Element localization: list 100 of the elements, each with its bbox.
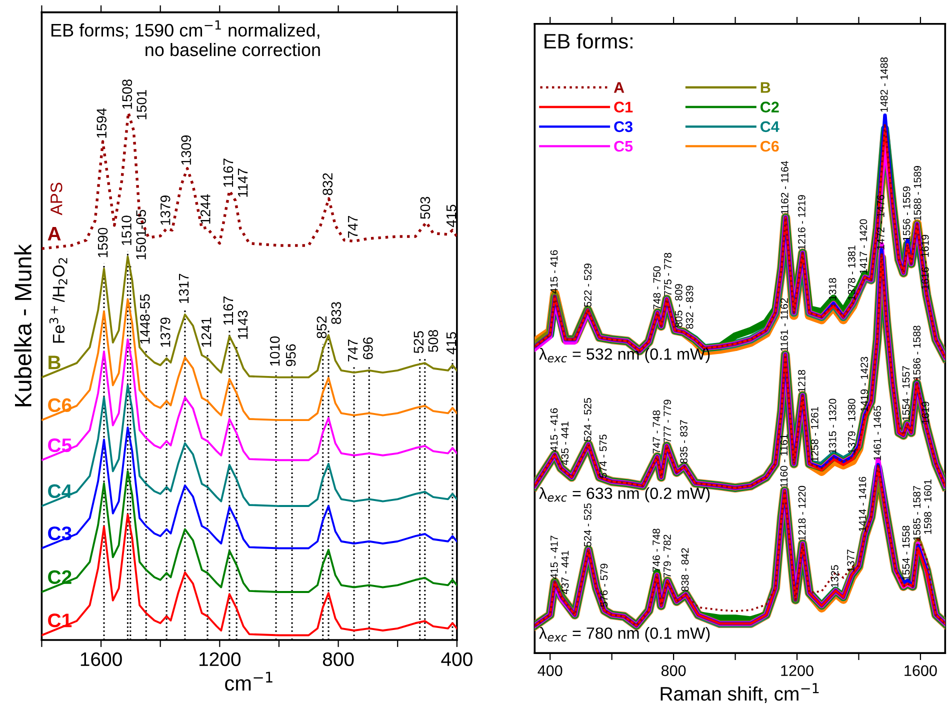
ref-line-label: 1317: [178, 274, 189, 303]
ref-line-label: 1143: [238, 310, 248, 339]
legend-label: C3: [614, 121, 633, 132]
x-axis-title: cm$^{−1}$: [225, 672, 272, 691]
annotation: 1554 - 1557: [902, 366, 910, 420]
annotation: 832 - 839: [686, 286, 694, 329]
annotation: 748 - 750: [653, 266, 661, 310]
annotation: 1377: [847, 550, 854, 572]
annotation: 1318: [828, 278, 836, 300]
annotation: 1472 - 1476: [876, 195, 884, 250]
annotation: 415 - 416: [550, 250, 558, 294]
annotation: 1417 - 1420: [860, 219, 868, 274]
ref-line-label: 833: [331, 302, 342, 324]
annotation: 415 - 417: [550, 536, 558, 580]
annotation: 1585 - 1587: [913, 486, 921, 540]
annotation: 1461 - 1465: [874, 406, 881, 460]
annotation: 777 - 779: [664, 400, 672, 443]
annotation: 524 - 525: [584, 503, 592, 547]
ref-line-label: 1448-55: [140, 294, 150, 344]
annotation: 1616 - 1619: [921, 234, 929, 290]
annotation: 1419 - 1423: [860, 356, 868, 412]
annotation: 1619: [922, 402, 930, 424]
x-tick-label: 1600: [80, 652, 122, 666]
x-tick-label: 400: [538, 665, 562, 676]
ref-line-label: 747: [348, 340, 358, 362]
annotation: 746 - 748: [652, 528, 660, 572]
x-axis-title: Raman shift, cm$^{−1}$: [660, 683, 819, 703]
ref-line-label: 1590: [98, 228, 108, 258]
ref-line-label: 508: [428, 330, 438, 352]
series-label: A: [48, 227, 61, 240]
annotation: 524 - 525: [584, 398, 592, 442]
annotation: λ$_{exc}$ = 633 nm (0.2 mW): [539, 487, 710, 502]
annotation: 832: [322, 173, 333, 196]
legend-label: C1: [614, 102, 633, 112]
ref-line-label: 852: [316, 316, 327, 338]
annotation: 1482 - 1488: [880, 57, 888, 112]
annotation: 1594: [96, 108, 107, 138]
annotation: 1216 - 1219: [798, 195, 806, 250]
legend-label: C4: [760, 121, 780, 132]
ref-line-label: 1501-05: [136, 210, 146, 260]
annotation: 1218: [798, 370, 806, 392]
x-tick-label: 400: [441, 652, 472, 666]
chart-title: EB forms; 1590 cm$^{−1}$ normalized, no baseline correction: [52, 20, 320, 56]
ref-line-label: 1379: [160, 318, 170, 347]
annotation: 1508: [122, 79, 132, 109]
annotation: 747 - 748: [652, 410, 660, 454]
annotation: 1586 - 1588: [913, 326, 921, 380]
ref-line-label: 1510: [122, 216, 132, 245]
annotation: 1218 - 1220: [798, 486, 806, 540]
annotation: 747: [348, 216, 358, 238]
annotation: 1162 - 1164: [781, 160, 788, 214]
annotation: λ$_{exc}$ = 532 nm (0.1 mW): [539, 348, 710, 363]
ref-line-label: 956: [286, 344, 296, 366]
annotation: 415: [446, 204, 456, 228]
annotation: 1244: [200, 194, 210, 224]
annotation: 1258 - 1261: [810, 406, 818, 462]
annotation: 435 - 441: [561, 422, 569, 466]
ref-line-label: 1010: [270, 336, 280, 366]
annotation: 1160 - 1161: [780, 434, 788, 488]
annotation: Fe$^{3+}$/H$_{2}$O$_{2}$: [49, 258, 68, 343]
annotation: 576 - 579: [600, 564, 608, 607]
annotation: 522 - 529: [584, 264, 592, 307]
legend-label: C6: [760, 140, 779, 152]
series-label: B: [48, 356, 60, 370]
chart-title: EB forms:: [544, 33, 632, 49]
annotation: 1379: [160, 196, 170, 225]
x-tick-label: 1200: [781, 665, 814, 676]
x-tick-label: 800: [322, 652, 354, 666]
annotation: 503: [420, 196, 430, 219]
legend-label: A: [614, 82, 624, 93]
ref-line-label: 415: [446, 332, 456, 354]
annotation: 1501: [136, 90, 147, 120]
annotation: 1414 - 1416: [858, 476, 866, 532]
annotation: 1325: [831, 565, 838, 588]
annotation: 805 - 809: [674, 284, 682, 328]
ref-line-label: 1241: [201, 318, 212, 347]
annotation: 1161 - 1162: [780, 298, 788, 352]
ref-line-label: 1167: [223, 296, 234, 325]
annotation: 775 - 778: [664, 252, 672, 296]
annotation: 1556 - 1559: [902, 186, 910, 241]
x-tick-label: 1200: [200, 652, 241, 666]
annotation: 1309: [181, 135, 192, 165]
annotation: 838 - 842: [681, 548, 689, 592]
legend-label: C2: [760, 102, 779, 112]
ref-line-label: 696: [363, 337, 373, 360]
series-label: C4: [48, 484, 72, 498]
annotation: 1379 - 1380: [848, 398, 856, 454]
x-tick-label: 1600: [904, 665, 937, 676]
annotation: 1588 - 1589: [914, 166, 922, 220]
annotation: λ$_{exc}$ = 780 nm (0.1 mW): [539, 627, 710, 642]
annotation: 1554 - 1558: [902, 526, 910, 580]
annotation: 1315 - 1320: [828, 398, 836, 454]
annotation: 1598 - 1601: [924, 480, 932, 534]
legend-label: B: [760, 82, 770, 93]
annotation: 1378 - 1381: [848, 246, 856, 300]
annotation: APS: [50, 182, 62, 216]
annotation: 1167: [223, 158, 234, 187]
annotation: 1147: [238, 168, 248, 197]
legend-label: C5: [614, 140, 633, 152]
ref-line-label: 525: [414, 331, 424, 354]
